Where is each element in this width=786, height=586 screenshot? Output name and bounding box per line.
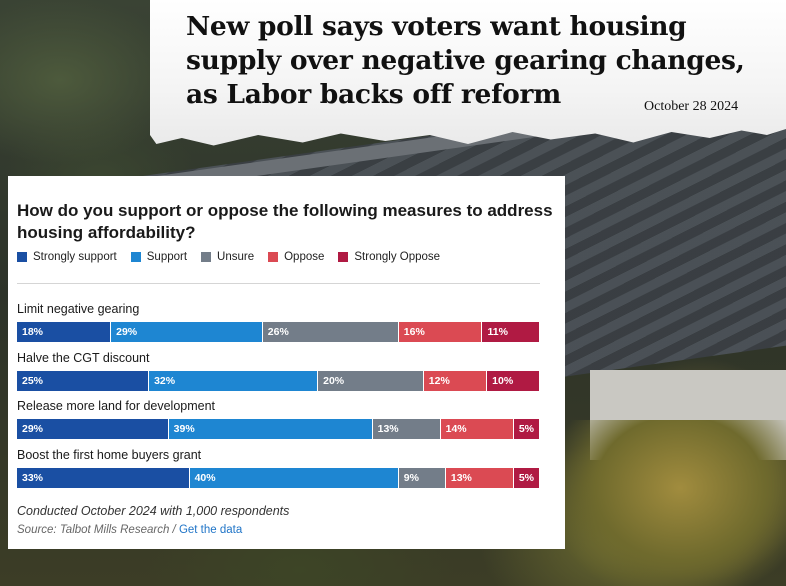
legend-item: Support [130, 251, 188, 263]
legend-swatch [201, 252, 212, 262]
bar-segment [17, 370, 150, 391]
bar-segment [149, 370, 319, 391]
legend-item: Oppose [268, 251, 324, 263]
get-the-data-link[interactable]: Get the data [178, 524, 243, 536]
data-label: 40% [194, 471, 216, 484]
data-label: 18% [22, 326, 44, 338]
legend-label: Strongly support [33, 251, 117, 263]
bar-segment [17, 322, 112, 342]
data-label: 9% [403, 471, 419, 484]
stacked-bar: 29% 39% 13% 14% 5% [17, 419, 540, 439]
bar-segment [445, 467, 514, 488]
article-date: October 28 2024 [644, 99, 739, 114]
legend-label: Oppose [284, 251, 325, 263]
legend-item: Strongly Oppose [338, 251, 440, 263]
legend-label: Unsure [217, 251, 255, 263]
data-label: 29% [116, 326, 138, 338]
legend-swatch [338, 252, 349, 262]
data-label: 33% [22, 471, 44, 484]
bar-segment [168, 419, 373, 439]
data-label: 10% [492, 374, 514, 387]
chart-divider [17, 283, 540, 284]
stacked-bar: 18% 29% 26% 16% 11% [17, 322, 540, 342]
legend-swatch [17, 252, 27, 262]
source-text: Source: Talbot Mills Research / [17, 524, 176, 536]
bar-segment [17, 467, 190, 488]
background-bush [560, 420, 786, 586]
chart-card: How do you support or oppose the followi… [8, 176, 565, 549]
stacked-bar: 33% 40% 9% 13% 5% [17, 467, 540, 488]
data-label: 32% [154, 374, 176, 387]
chart-source: Source: Talbot Mills Research / Get the … [17, 524, 242, 536]
chart-title: How do you support or oppose the followi… [17, 201, 553, 242]
bar-segment [318, 370, 424, 391]
chart-legend: Strongly support Support Unsure Oppose Stron… [17, 251, 440, 263]
data-label: 20% [323, 374, 345, 387]
category-label: Halve the CGT discount [17, 350, 150, 365]
data-label: 16% [403, 326, 425, 338]
data-label: 11% [487, 326, 508, 338]
stacked-bar: 25% 32% 20% 12% 10% [17, 370, 540, 391]
bar-segment [111, 322, 263, 342]
bar-segment [398, 467, 446, 488]
data-label: 13% [450, 471, 472, 484]
data-label: 5% [518, 423, 535, 435]
data-label: 12% [428, 374, 450, 387]
bar-segment [482, 322, 540, 342]
bar-segment [513, 419, 540, 439]
data-label: 29% [22, 423, 44, 435]
legend-item: Unsure [201, 251, 254, 263]
data-label: 25% [22, 374, 44, 387]
bar-segment [17, 419, 169, 439]
bar-segment [440, 419, 514, 439]
bar-segment [262, 322, 399, 342]
data-label: 39% [173, 423, 195, 435]
category-label: Limit negative gearing [17, 302, 140, 316]
legend-item: Strongly support [17, 251, 117, 263]
legend-label: Strongly Oppose [354, 251, 441, 263]
category-label: Boost the first home buyers grant [17, 447, 202, 462]
data-label: 13% [377, 423, 399, 435]
data-label: 5% [518, 471, 535, 484]
bar-segment [487, 370, 540, 391]
legend-swatch [130, 252, 141, 262]
bar-segment [513, 467, 540, 488]
bar-segment [423, 370, 488, 391]
data-label: 14% [445, 423, 467, 435]
legend-label: Support [146, 251, 188, 263]
torn-paper-banner [150, 0, 786, 146]
bar-segment [189, 467, 399, 488]
article-headline: New poll says voters want housing supply… [186, 11, 745, 110]
data-label: 26% [267, 326, 289, 338]
bar-segment [398, 322, 483, 342]
chart-footnote: Conducted October 2024 with 1,000 respon… [17, 504, 290, 518]
category-label: Release more land for development [17, 399, 216, 413]
legend-swatch [268, 252, 279, 262]
bar-segment [372, 419, 441, 439]
